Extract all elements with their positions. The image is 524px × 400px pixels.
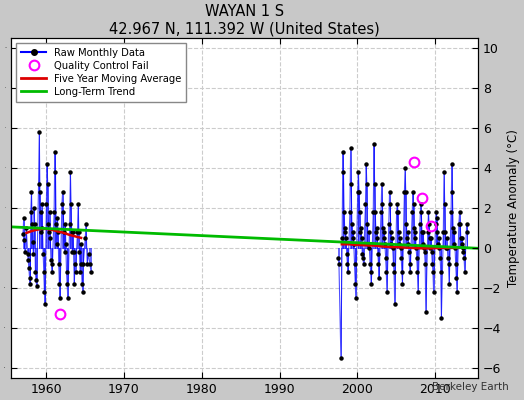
Legend: Raw Monthly Data, Quality Control Fail, Five Year Moving Average, Long-Term Tren: Raw Monthly Data, Quality Control Fail, … [16, 43, 187, 102]
Title: WAYAN 1 S
42.967 N, 111.392 W (United States): WAYAN 1 S 42.967 N, 111.392 W (United St… [109, 4, 380, 36]
Y-axis label: Temperature Anomaly (°C): Temperature Anomaly (°C) [507, 129, 520, 287]
Text: Berkeley Earth: Berkeley Earth [432, 382, 508, 392]
